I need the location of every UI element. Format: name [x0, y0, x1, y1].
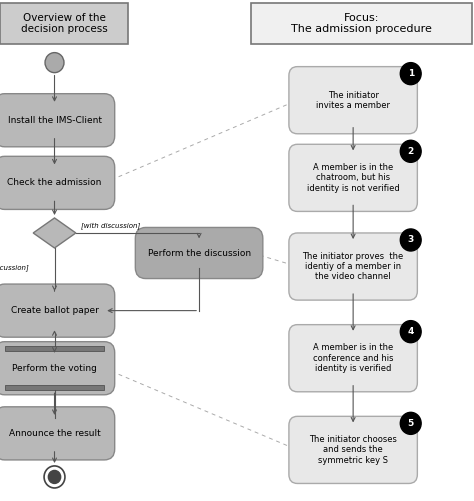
Text: Perform the discussion: Perform the discussion	[147, 248, 251, 258]
Bar	[5, 385, 104, 390]
FancyBboxPatch shape	[289, 416, 417, 483]
FancyBboxPatch shape	[0, 284, 115, 337]
FancyBboxPatch shape	[0, 156, 115, 209]
Text: 4: 4	[408, 327, 414, 336]
FancyBboxPatch shape	[289, 233, 417, 300]
Text: Focus:
The admission procedure: Focus: The admission procedure	[291, 13, 432, 35]
Text: A member is in the
chatroom, but his
identity is not verified: A member is in the chatroom, but his ide…	[307, 163, 400, 193]
FancyBboxPatch shape	[136, 227, 263, 279]
FancyBboxPatch shape	[289, 325, 417, 392]
FancyBboxPatch shape	[0, 3, 128, 44]
Text: [with discussion]: [with discussion]	[81, 222, 140, 229]
FancyBboxPatch shape	[289, 144, 417, 211]
Text: The initiator proves  the
identiy of a member in
the video channel: The initiator proves the identiy of a me…	[302, 252, 404, 282]
Circle shape	[400, 321, 421, 343]
FancyBboxPatch shape	[0, 342, 115, 395]
Text: Perform the voting: Perform the voting	[12, 364, 97, 373]
Bar	[5, 346, 104, 351]
Text: A member is in the
conference and his
identity is verified: A member is in the conference and his id…	[313, 343, 393, 373]
Circle shape	[400, 63, 421, 85]
FancyBboxPatch shape	[0, 94, 115, 147]
Circle shape	[48, 470, 61, 483]
FancyBboxPatch shape	[289, 67, 417, 134]
Circle shape	[45, 53, 64, 73]
Circle shape	[400, 229, 421, 251]
Text: Install the IMS-Client: Install the IMS-Client	[8, 116, 101, 125]
Text: Check the admission: Check the admission	[7, 178, 102, 187]
Text: 2: 2	[408, 147, 414, 156]
Circle shape	[400, 412, 421, 434]
Text: 1: 1	[408, 69, 414, 78]
Text: The initiator chooses
and sends the
symmetric key S: The initiator chooses and sends the symm…	[309, 435, 397, 465]
Text: 5: 5	[408, 419, 414, 428]
Text: The initiator
invites a member: The initiator invites a member	[316, 91, 390, 110]
Text: Overview of the
decision process: Overview of the decision process	[20, 13, 108, 35]
FancyBboxPatch shape	[251, 3, 472, 44]
Text: Announce the result: Announce the result	[9, 429, 100, 438]
Text: [without discussion]: [without discussion]	[0, 265, 28, 272]
Circle shape	[44, 466, 65, 488]
Text: 3: 3	[408, 235, 414, 244]
Circle shape	[400, 140, 421, 162]
Text: Create ballot paper: Create ballot paper	[10, 306, 99, 315]
Polygon shape	[33, 218, 76, 248]
FancyBboxPatch shape	[0, 407, 115, 460]
